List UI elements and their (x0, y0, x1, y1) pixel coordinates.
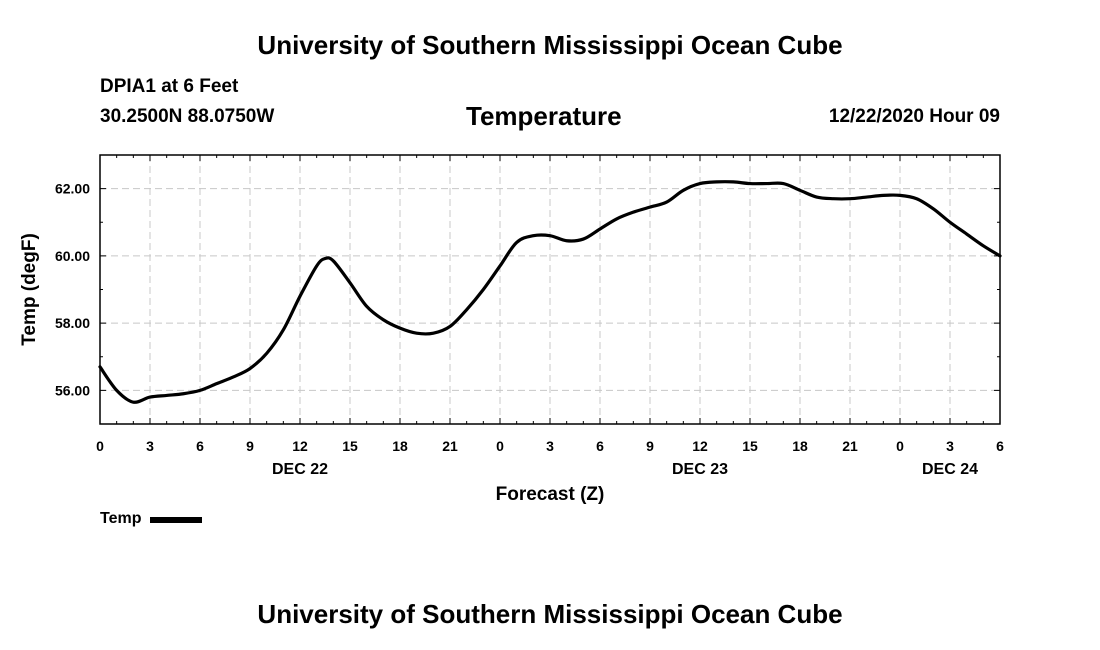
x-tick-label: 6 (596, 438, 604, 454)
x-tick-label: 12 (292, 438, 308, 454)
x-tick-label: 18 (392, 438, 408, 454)
series-line-temp (98, 180, 1002, 404)
footer-title: University of Southern Mississippi Ocean… (257, 599, 843, 629)
x-tick-label: 9 (646, 438, 654, 454)
x-tick-label: 3 (946, 438, 954, 454)
x-tick-label: 18 (792, 438, 808, 454)
coordinates-label: 30.2500N 88.0750W (100, 106, 275, 127)
y-tick-label: 58.00 (55, 315, 90, 331)
x-day-label: DEC 22 (272, 461, 328, 478)
y-tick-label: 60.00 (55, 248, 90, 264)
x-tick-label: 0 (96, 438, 104, 454)
x-tick-label: 15 (342, 438, 358, 454)
x-tick-label: 0 (496, 438, 504, 454)
chart-title: Temperature (466, 101, 622, 131)
page-title: University of Southern Mississippi Ocean… (257, 30, 843, 60)
station-label: DPIA1 at 6 Feet (100, 76, 239, 97)
x-tick-label: 3 (146, 438, 154, 454)
y-axis-label: Temp (degF) (19, 233, 40, 346)
x-day-label: DEC 24 (922, 461, 978, 478)
date-hour-label: 12/22/2020 Hour 09 (828, 106, 1000, 127)
x-tick-label: 3 (546, 438, 554, 454)
x-day-label: DEC 23 (672, 461, 728, 478)
x-tick-label: 0 (896, 438, 904, 454)
legend-label: Temp (100, 510, 142, 527)
x-tick-label: 21 (442, 438, 458, 454)
x-axis-label: Forecast (Z) (496, 484, 605, 505)
x-tick-label: 15 (742, 438, 758, 454)
x-tick-label: 9 (246, 438, 254, 454)
y-tick-label: 56.00 (55, 382, 90, 398)
legend-line-swatch (150, 517, 203, 523)
x-tick-label: 21 (842, 438, 858, 454)
x-tick-label: 12 (692, 438, 708, 454)
x-tick-label: 6 (196, 438, 204, 454)
x-tick-label: 6 (996, 438, 1004, 454)
legend: Temp (100, 510, 203, 528)
y-tick-label: 62.00 (55, 181, 90, 197)
